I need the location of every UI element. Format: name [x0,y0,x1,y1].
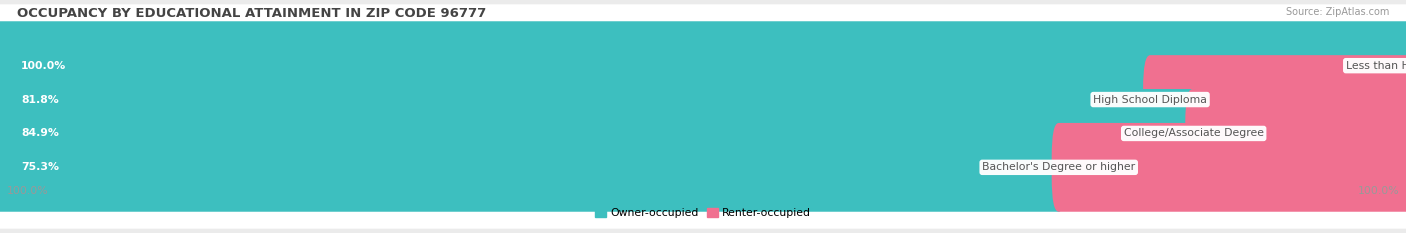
FancyBboxPatch shape [1052,123,1406,212]
FancyBboxPatch shape [0,21,1406,110]
FancyBboxPatch shape [0,123,1066,212]
Text: College/Associate Degree: College/Associate Degree [1123,128,1264,138]
FancyBboxPatch shape [0,38,1406,161]
Legend: Owner-occupied, Renter-occupied: Owner-occupied, Renter-occupied [595,208,811,219]
Text: High School Diploma: High School Diploma [1094,95,1206,105]
Text: Bachelor's Degree or higher: Bachelor's Degree or higher [983,162,1135,172]
FancyBboxPatch shape [0,89,1201,178]
Text: Less than High School: Less than High School [1346,61,1406,71]
Text: 100.0%: 100.0% [1357,186,1399,196]
Text: 81.8%: 81.8% [21,95,59,105]
Text: 84.9%: 84.9% [21,128,59,138]
FancyBboxPatch shape [0,72,1406,195]
FancyBboxPatch shape [1185,89,1406,178]
FancyBboxPatch shape [1143,55,1406,144]
FancyBboxPatch shape [0,4,1406,127]
Text: OCCUPANCY BY EDUCATIONAL ATTAINMENT IN ZIP CODE 96777: OCCUPANCY BY EDUCATIONAL ATTAINMENT IN Z… [17,7,486,20]
Text: Source: ZipAtlas.com: Source: ZipAtlas.com [1285,7,1389,17]
Text: 100.0%: 100.0% [21,61,66,71]
FancyBboxPatch shape [0,55,1157,144]
Text: 75.3%: 75.3% [21,162,59,172]
FancyBboxPatch shape [0,106,1406,229]
Text: 100.0%: 100.0% [7,186,49,196]
